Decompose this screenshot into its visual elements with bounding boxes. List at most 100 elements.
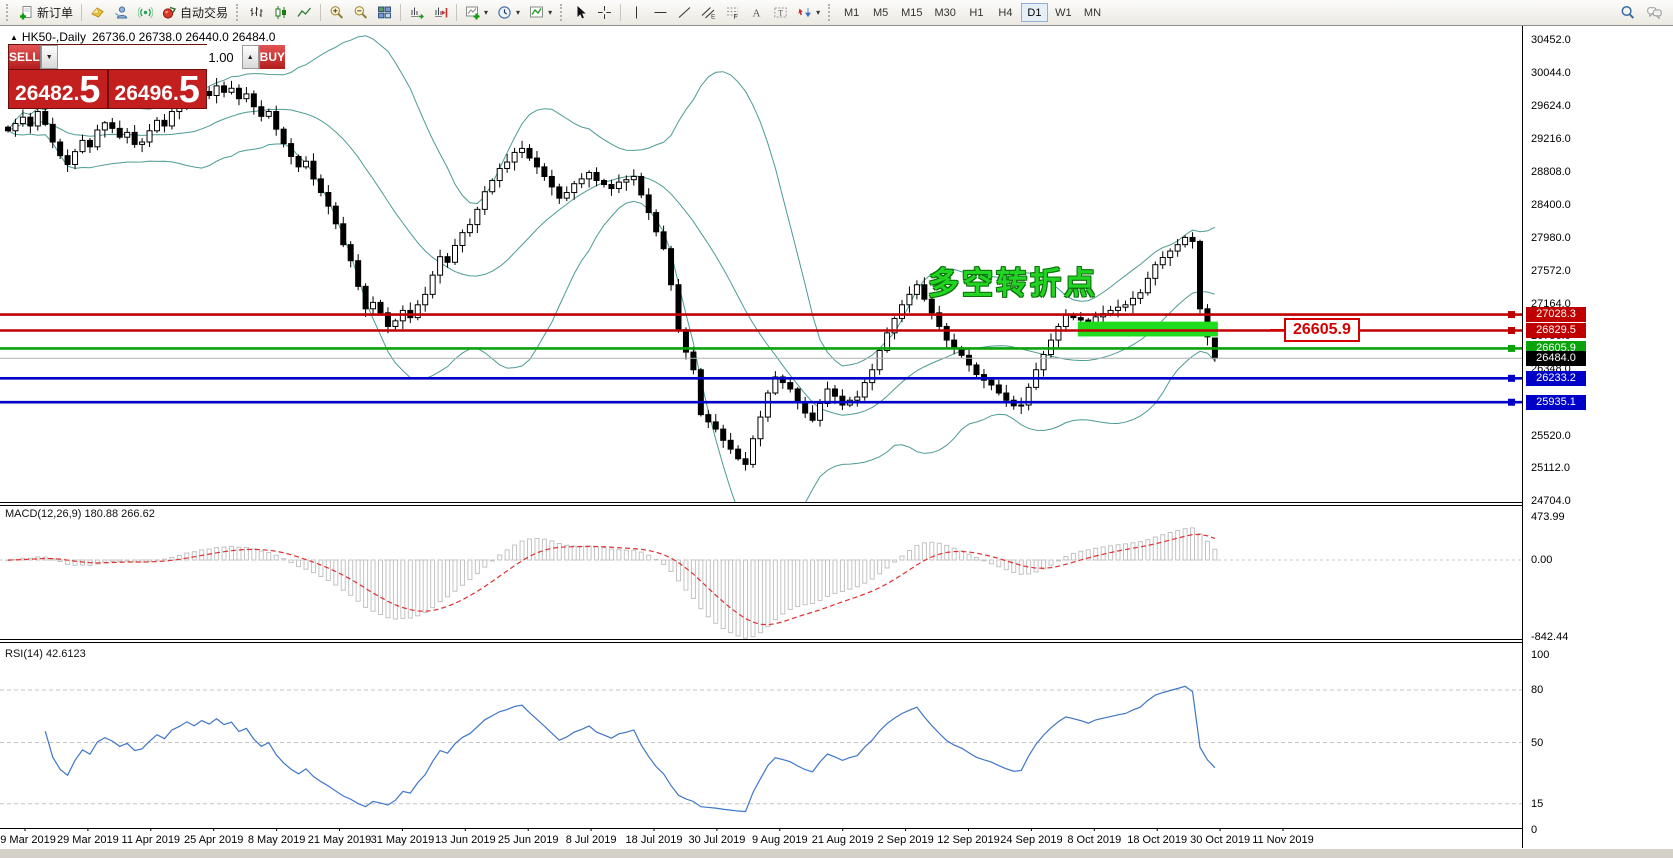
tile-windows-button[interactable]: [373, 2, 396, 23]
chat-button[interactable]: [1643, 2, 1666, 23]
text-button[interactable]: A: [745, 2, 768, 23]
fibonacci-button[interactable]: F: [721, 2, 744, 23]
arrows-button[interactable]: ▾: [793, 2, 824, 23]
buy-price-main: 26496: [114, 82, 173, 105]
collapse-panel-arrow-icon[interactable]: ▲: [10, 33, 18, 42]
candlestick-chart-button[interactable]: [269, 2, 292, 23]
highlight-zone-rectangle[interactable]: [1077, 321, 1218, 337]
chart-shift-button[interactable]: [429, 2, 452, 23]
new-chart-button[interactable]: ▾: [461, 2, 492, 23]
candle-body: [645, 194, 652, 214]
macd-histogram-bar: [437, 559, 443, 603]
support-price-tag[interactable]: 26605.9: [1284, 318, 1360, 342]
sell-price-button[interactable]: 26482. 5: [9, 70, 107, 109]
equidistant-channel-button[interactable]: E: [697, 2, 720, 23]
candle-body: [794, 388, 801, 403]
macd-histogram-bar: [132, 559, 138, 563]
price-axis[interactable]: 27028.3 26829.5 26605.9 26484.0 26233.2 25935…: [1523, 26, 1673, 848]
volume-increase-button[interactable]: ▲: [241, 45, 259, 69]
candle-body: [317, 178, 324, 194]
timeframe-button-d1[interactable]: D1: [1020, 3, 1048, 22]
toolbar-grip[interactable]: [236, 4, 241, 21]
timeframe-button-h1[interactable]: H1: [963, 3, 990, 22]
macd-histogram-bar: [586, 545, 592, 561]
zoom-out-button[interactable]: [349, 2, 372, 23]
macd-histogram-bar: [877, 559, 883, 575]
macd-histogram-bar: [854, 559, 860, 588]
bar-chart-button[interactable]: [245, 2, 268, 23]
indicators-button[interactable]: ▾: [525, 2, 556, 23]
x-axis-date-label: 8 May 2019: [247, 834, 306, 846]
volume-input[interactable]: [57, 45, 242, 69]
level-line-anchor[interactable]: [1508, 374, 1515, 382]
arrows-icon: [798, 8, 812, 18]
timeframe-button-m30[interactable]: M30: [930, 3, 961, 22]
buy-button[interactable]: BUY: [259, 45, 286, 69]
timeframe-button-h4[interactable]: H4: [992, 3, 1019, 22]
x-axis-date-label: 11 Apr 2019: [121, 834, 181, 846]
line-chart-icon: [297, 7, 312, 17]
level-line-anchor[interactable]: [1508, 311, 1515, 319]
volume-decrease-button[interactable]: ▼: [40, 45, 58, 69]
buy-price-button[interactable]: 26496. 5: [108, 70, 206, 109]
candle-body: [1189, 236, 1196, 242]
macd-histogram-bar: [884, 559, 890, 569]
market-button[interactable]: [110, 2, 133, 23]
macd-histogram-bar: [94, 559, 100, 565]
macd-histogram-bar: [318, 559, 324, 577]
candle-body: [861, 382, 868, 398]
auto-trading-button[interactable]: 自动交易: [158, 2, 232, 23]
level-line-anchor[interactable]: [1508, 398, 1515, 406]
macd-histogram-bar: [154, 559, 160, 561]
cursor-button[interactable]: [569, 2, 592, 23]
timeframe-button-w1[interactable]: W1: [1050, 3, 1077, 22]
macd-histogram-bar: [623, 549, 629, 561]
line-chart-button[interactable]: [293, 2, 316, 23]
candle-body: [831, 388, 838, 397]
macd-histogram-bar: [392, 559, 398, 620]
auto-scroll-button[interactable]: [405, 2, 428, 23]
toolbar-grip[interactable]: [6, 4, 11, 21]
signals-button[interactable]: [134, 2, 157, 23]
timeframe-button-m1[interactable]: M1: [838, 3, 865, 22]
profiles-button[interactable]: ▾: [493, 2, 524, 23]
horizontal-line-button[interactable]: [649, 2, 672, 23]
toolbar-grip[interactable]: [828, 4, 833, 21]
candle-body: [1152, 264, 1159, 279]
timeframe-button-mn[interactable]: MN: [1079, 3, 1106, 22]
mql5-community-button[interactable]: [86, 2, 109, 23]
vertical-line-button[interactable]: [625, 2, 648, 23]
macd-histogram-bar: [1093, 547, 1099, 561]
macd-histogram-bar: [810, 559, 816, 605]
turning-point-annotation[interactable]: 多空转折点: [928, 266, 1098, 301]
sell-button[interactable]: SELL: [9, 45, 40, 69]
new-order-button[interactable]: 新订单: [15, 2, 77, 23]
macd-histogram-bar: [564, 544, 570, 561]
crosshair-button[interactable]: [593, 2, 616, 23]
zoom-in-button[interactable]: [325, 2, 348, 23]
candle-body: [489, 179, 496, 193]
macd-indicator-label: MACD(12,26,9) 180.88 266.62: [5, 508, 155, 520]
candle-body: [27, 116, 34, 127]
level-line-anchor[interactable]: [1508, 326, 1515, 334]
macd-histogram-bar: [936, 542, 942, 561]
timeframe-button-m5[interactable]: M5: [867, 3, 894, 22]
candle-body: [273, 111, 280, 130]
timeframe-button-m15[interactable]: M15: [896, 3, 927, 22]
x-axis-date-label: 24 Sep 2019: [1000, 834, 1063, 846]
time-axis[interactable]: 19 Mar 2019 29 Mar 2019 11 Apr 2019 25 Apr …: [0, 831, 1522, 849]
candle-body: [474, 208, 481, 226]
candle-body: [958, 348, 965, 356]
candle-body: [414, 304, 421, 319]
macd-histogram-bar: [191, 551, 197, 561]
trendline-button[interactable]: [673, 2, 696, 23]
text-label-button[interactable]: T: [769, 2, 792, 23]
macd-histogram-bar: [102, 559, 108, 563]
level-line-anchor[interactable]: [1508, 344, 1515, 352]
search-button[interactable]: [1616, 2, 1639, 23]
sell-price-dot: .: [73, 82, 80, 105]
candle-body: [988, 379, 995, 386]
toolbar-grip[interactable]: [560, 4, 565, 21]
macd-histogram-bar: [236, 546, 242, 561]
